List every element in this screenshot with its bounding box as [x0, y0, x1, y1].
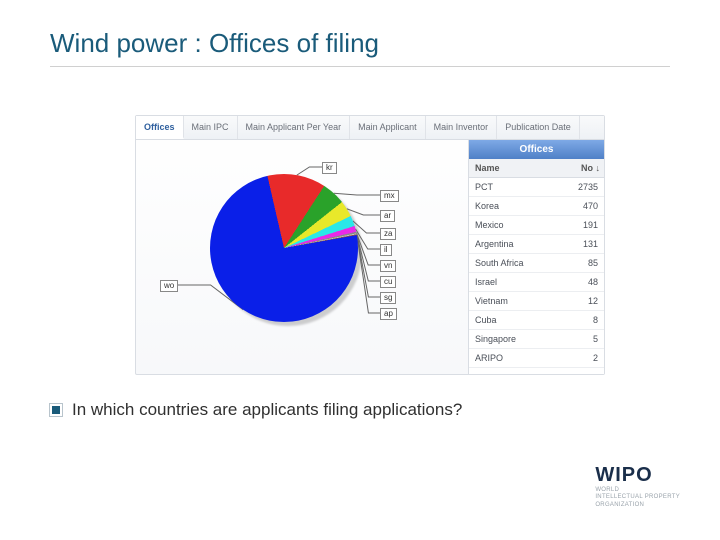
- table-row[interactable]: South Africa85: [469, 254, 604, 273]
- bullet-item: In which countries are applicants filing…: [50, 400, 462, 420]
- table-row[interactable]: PCT2735: [469, 178, 604, 197]
- bullet-icon: [50, 404, 62, 416]
- cell-name: Vietnam: [469, 292, 564, 310]
- cell-name: Korea: [469, 197, 564, 215]
- pie-label-ar: ar: [380, 210, 395, 222]
- cell-name: South Africa: [469, 254, 564, 272]
- cell-name: Mexico: [469, 216, 564, 234]
- pie-label-wo: wo: [160, 280, 178, 292]
- cell-no: 5: [564, 330, 604, 348]
- table-row[interactable]: Singapore5: [469, 330, 604, 349]
- table-row[interactable]: Vietnam12: [469, 292, 604, 311]
- cell-name: Singapore: [469, 330, 564, 348]
- cell-name: PCT: [469, 178, 564, 196]
- chart-area: wo kr mx ar za il vn cu sg ap: [136, 140, 468, 374]
- pie-label-cu: cu: [380, 276, 396, 288]
- pie-label-il: il: [380, 244, 392, 256]
- pie-label-za: za: [380, 228, 396, 240]
- table-row[interactable]: Argentina131: [469, 235, 604, 254]
- cell-no: 131: [564, 235, 604, 253]
- tab-bar: OfficesMain IPCMain Applicant Per YearMa…: [136, 116, 604, 140]
- bullet-text: In which countries are applicants filing…: [72, 400, 462, 420]
- cell-no: 2: [564, 349, 604, 367]
- table-row[interactable]: ARIPO2: [469, 349, 604, 368]
- tab-main-applicant[interactable]: Main Applicant: [350, 116, 426, 139]
- pie-chart: [210, 174, 358, 322]
- table-columns: Name No ↓: [469, 159, 604, 178]
- pie-label-vn: vn: [380, 260, 396, 272]
- cell-no: 12: [564, 292, 604, 310]
- cell-no: 48: [564, 273, 604, 291]
- tab-main-applicant-per-year[interactable]: Main Applicant Per Year: [238, 116, 351, 139]
- table-header: Offices: [469, 140, 604, 159]
- cell-no: 8: [564, 311, 604, 329]
- panel-body: wo kr mx ar za il vn cu sg ap Offices Name No ↓ P…: [136, 140, 604, 374]
- data-table: Offices Name No ↓ PCT2735Korea470Mexico1…: [468, 140, 604, 374]
- page-title: Wind power : Offices of filing: [50, 28, 379, 59]
- table-row[interactable]: Cuba8: [469, 311, 604, 330]
- cell-no: 85: [564, 254, 604, 272]
- chart-panel: OfficesMain IPCMain Applicant Per YearMa…: [135, 115, 605, 375]
- pie-label-kr: kr: [322, 162, 337, 174]
- tab-offices[interactable]: Offices: [136, 116, 184, 139]
- pie-label-ap: ap: [380, 308, 397, 320]
- table-row[interactable]: Israel48: [469, 273, 604, 292]
- cell-name: ARIPO: [469, 349, 564, 367]
- cell-no: 191: [564, 216, 604, 234]
- logo-sub1: WORLD: [595, 487, 680, 495]
- col-no[interactable]: No ↓: [564, 159, 604, 177]
- title-underline: [50, 66, 670, 67]
- wipo-logo: WIPO WORLD INTELLECTUAL PROPERTY ORGANIZ…: [595, 464, 680, 510]
- cell-no: 470: [564, 197, 604, 215]
- pie-label-mx: mx: [380, 190, 399, 202]
- tab-main-inventor[interactable]: Main Inventor: [426, 116, 498, 139]
- logo-main: WIPO: [595, 464, 680, 487]
- logo-sub3: ORGANIZATION: [595, 502, 680, 510]
- cell-name: Cuba: [469, 311, 564, 329]
- cell-name: Argentina: [469, 235, 564, 253]
- tab-main-ipc[interactable]: Main IPC: [184, 116, 238, 139]
- logo-sub2: INTELLECTUAL PROPERTY: [595, 494, 680, 502]
- col-name[interactable]: Name: [469, 159, 564, 177]
- cell-name: Israel: [469, 273, 564, 291]
- cell-no: 2735: [564, 178, 604, 196]
- pie-label-sg: sg: [380, 292, 396, 304]
- tab-publication-date[interactable]: Publication Date: [497, 116, 580, 139]
- table-row[interactable]: Mexico191: [469, 216, 604, 235]
- table-row[interactable]: Korea470: [469, 197, 604, 216]
